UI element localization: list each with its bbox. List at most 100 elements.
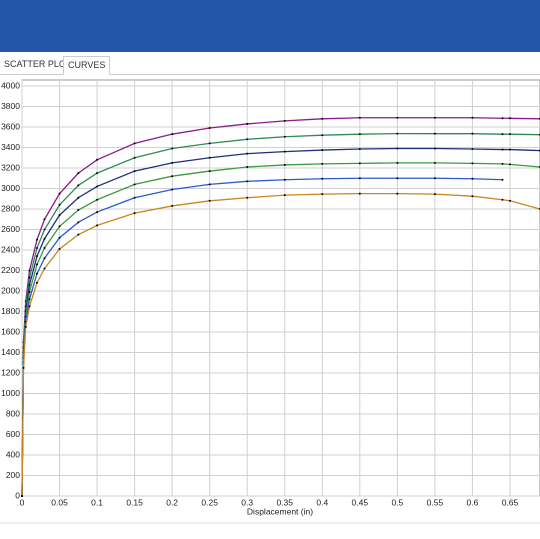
point [22, 366, 25, 369]
tab-active[interactable]: CURVES [63, 56, 111, 75]
x-tick-label: 0.55 [427, 497, 444, 507]
point [28, 291, 31, 294]
x-tick-label: 0.5 [391, 497, 403, 507]
point [283, 178, 286, 181]
point [96, 224, 99, 227]
point [58, 247, 61, 250]
point [208, 183, 211, 186]
point [208, 156, 211, 159]
point [396, 192, 399, 195]
point [43, 246, 46, 249]
point [58, 203, 61, 206]
point [43, 257, 46, 260]
point [471, 195, 474, 198]
y-tick-label: 800 [6, 408, 20, 418]
point [36, 246, 39, 249]
x-tick-label: 0.25 [201, 497, 218, 507]
point [396, 132, 399, 135]
y-tick-label: 3600 [1, 121, 20, 131]
point [396, 147, 399, 150]
point [96, 198, 99, 201]
point [358, 162, 361, 165]
point [21, 495, 23, 497]
x-axis-label: Displacement (in) [247, 506, 313, 516]
point [133, 156, 136, 159]
point [133, 142, 136, 145]
curve [21, 117, 540, 497]
point [471, 177, 474, 180]
point [133, 183, 136, 186]
point [28, 269, 31, 272]
x-tick-label: 0.2 [166, 497, 178, 507]
point [508, 117, 511, 120]
y-tick-label: 4000 [1, 80, 20, 90]
point [58, 214, 61, 217]
point [471, 132, 474, 135]
y-tick-label: 3000 [1, 183, 20, 193]
point [501, 198, 504, 201]
point [133, 170, 136, 173]
point [96, 158, 99, 161]
x-tick-label: 0.1 [91, 497, 103, 507]
point [36, 281, 39, 284]
x-tick-label: 0.45 [352, 497, 369, 507]
point [433, 161, 436, 164]
point [208, 199, 211, 202]
point [96, 172, 99, 175]
point [58, 192, 61, 195]
curve [21, 177, 503, 497]
point [433, 132, 436, 135]
x-tick-label: 0.05 [51, 497, 68, 507]
point [171, 204, 174, 207]
point [36, 263, 39, 266]
point [36, 238, 39, 241]
y-tick-label: 1800 [1, 306, 20, 316]
y-tick-label: 1200 [1, 367, 20, 377]
point [77, 233, 80, 236]
y-tick-label: 2800 [1, 203, 20, 213]
point [246, 165, 249, 168]
point [508, 133, 511, 136]
point [433, 177, 436, 180]
point [321, 193, 324, 196]
plot-area [21, 79, 540, 497]
point [58, 236, 61, 239]
point [77, 209, 80, 212]
y-tick-label: 2000 [1, 285, 20, 295]
y-tick-label: 200 [6, 470, 20, 480]
point [358, 148, 361, 151]
point [358, 192, 361, 195]
point [43, 228, 46, 231]
point [171, 188, 174, 191]
point [321, 117, 324, 120]
point [171, 133, 174, 136]
point [501, 133, 504, 136]
point [508, 163, 511, 166]
curve [21, 192, 540, 497]
point [43, 218, 46, 221]
y-tick-label: 3200 [1, 162, 20, 172]
point [28, 298, 31, 301]
point [433, 147, 436, 150]
y-tick-label: 2200 [1, 265, 20, 275]
point [246, 138, 249, 141]
point [36, 272, 39, 275]
point [471, 116, 474, 119]
point [24, 325, 27, 328]
point [133, 196, 136, 199]
point [246, 196, 249, 199]
point [471, 148, 474, 151]
x-tick-label: 0.15 [126, 497, 143, 507]
point [471, 162, 474, 165]
point [208, 127, 211, 130]
point [133, 212, 136, 215]
point [43, 267, 46, 270]
tab[interactable]: SCATTER PLOT [4, 59, 72, 69]
y-tick-label: 0 [15, 490, 20, 500]
point [358, 177, 361, 180]
curve [21, 162, 540, 497]
curve [21, 133, 540, 497]
point [77, 221, 80, 224]
point [43, 237, 46, 240]
